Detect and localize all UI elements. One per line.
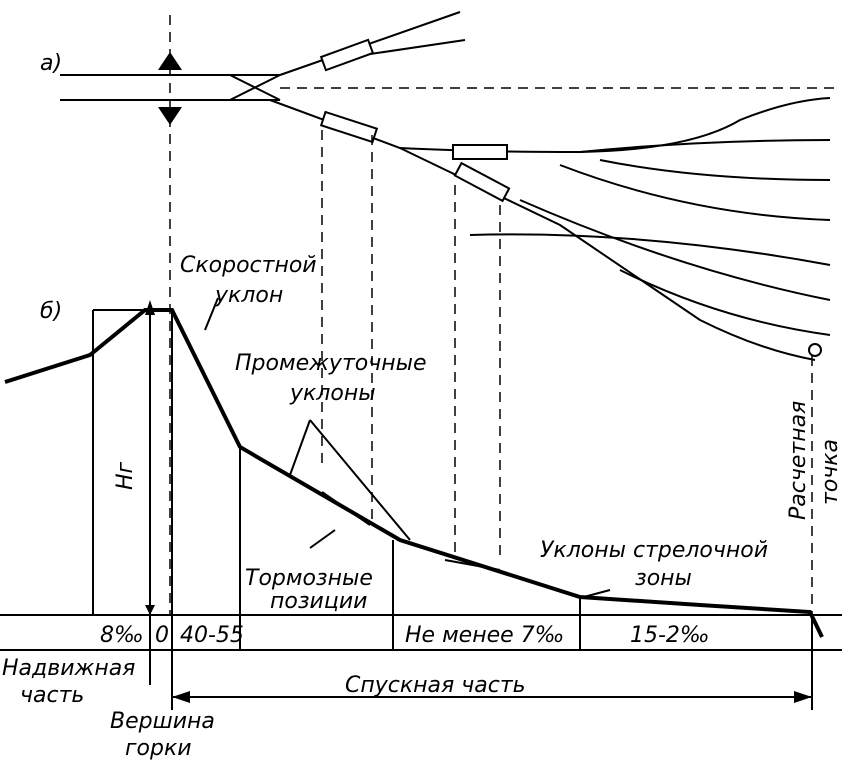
plan: а) xyxy=(40,11,840,615)
intermediate-1: Промежуточные xyxy=(235,351,427,376)
brakes-1: Тормозные xyxy=(245,566,373,591)
design-point-1: Расчетная xyxy=(786,401,811,520)
speed-slope-2: уклон xyxy=(214,283,283,308)
table-cell: 15-2‰ xyxy=(630,623,710,648)
top-2: горки xyxy=(125,736,192,761)
design-point-2: точка xyxy=(818,439,842,505)
label-a: а) xyxy=(40,51,62,76)
table-cell: 0 xyxy=(155,623,169,648)
descent-part: Спускная часть xyxy=(345,673,526,698)
table-cell: Не менее 7‰ xyxy=(405,623,564,648)
table-cell: 8‰ xyxy=(100,623,144,648)
speed-slope-1: Скоростной xyxy=(180,253,317,278)
switch-zone-1: Уклоны стрелочной xyxy=(540,538,768,563)
label-b: б) xyxy=(40,299,62,324)
height-label: Hг xyxy=(113,461,138,490)
brakes-2: позиции xyxy=(270,589,367,614)
intermediate-2: уклоны xyxy=(289,381,376,406)
top-1: Вершина xyxy=(110,709,215,734)
switch-zone-2: зоны xyxy=(635,566,692,591)
profile: б) Скоростной уклон Промежуточные уклоны… xyxy=(0,253,842,761)
push-part-2: часть xyxy=(20,683,84,708)
table-cell: 40-55 xyxy=(180,623,244,648)
push-part-1: Надвижная xyxy=(2,656,135,681)
